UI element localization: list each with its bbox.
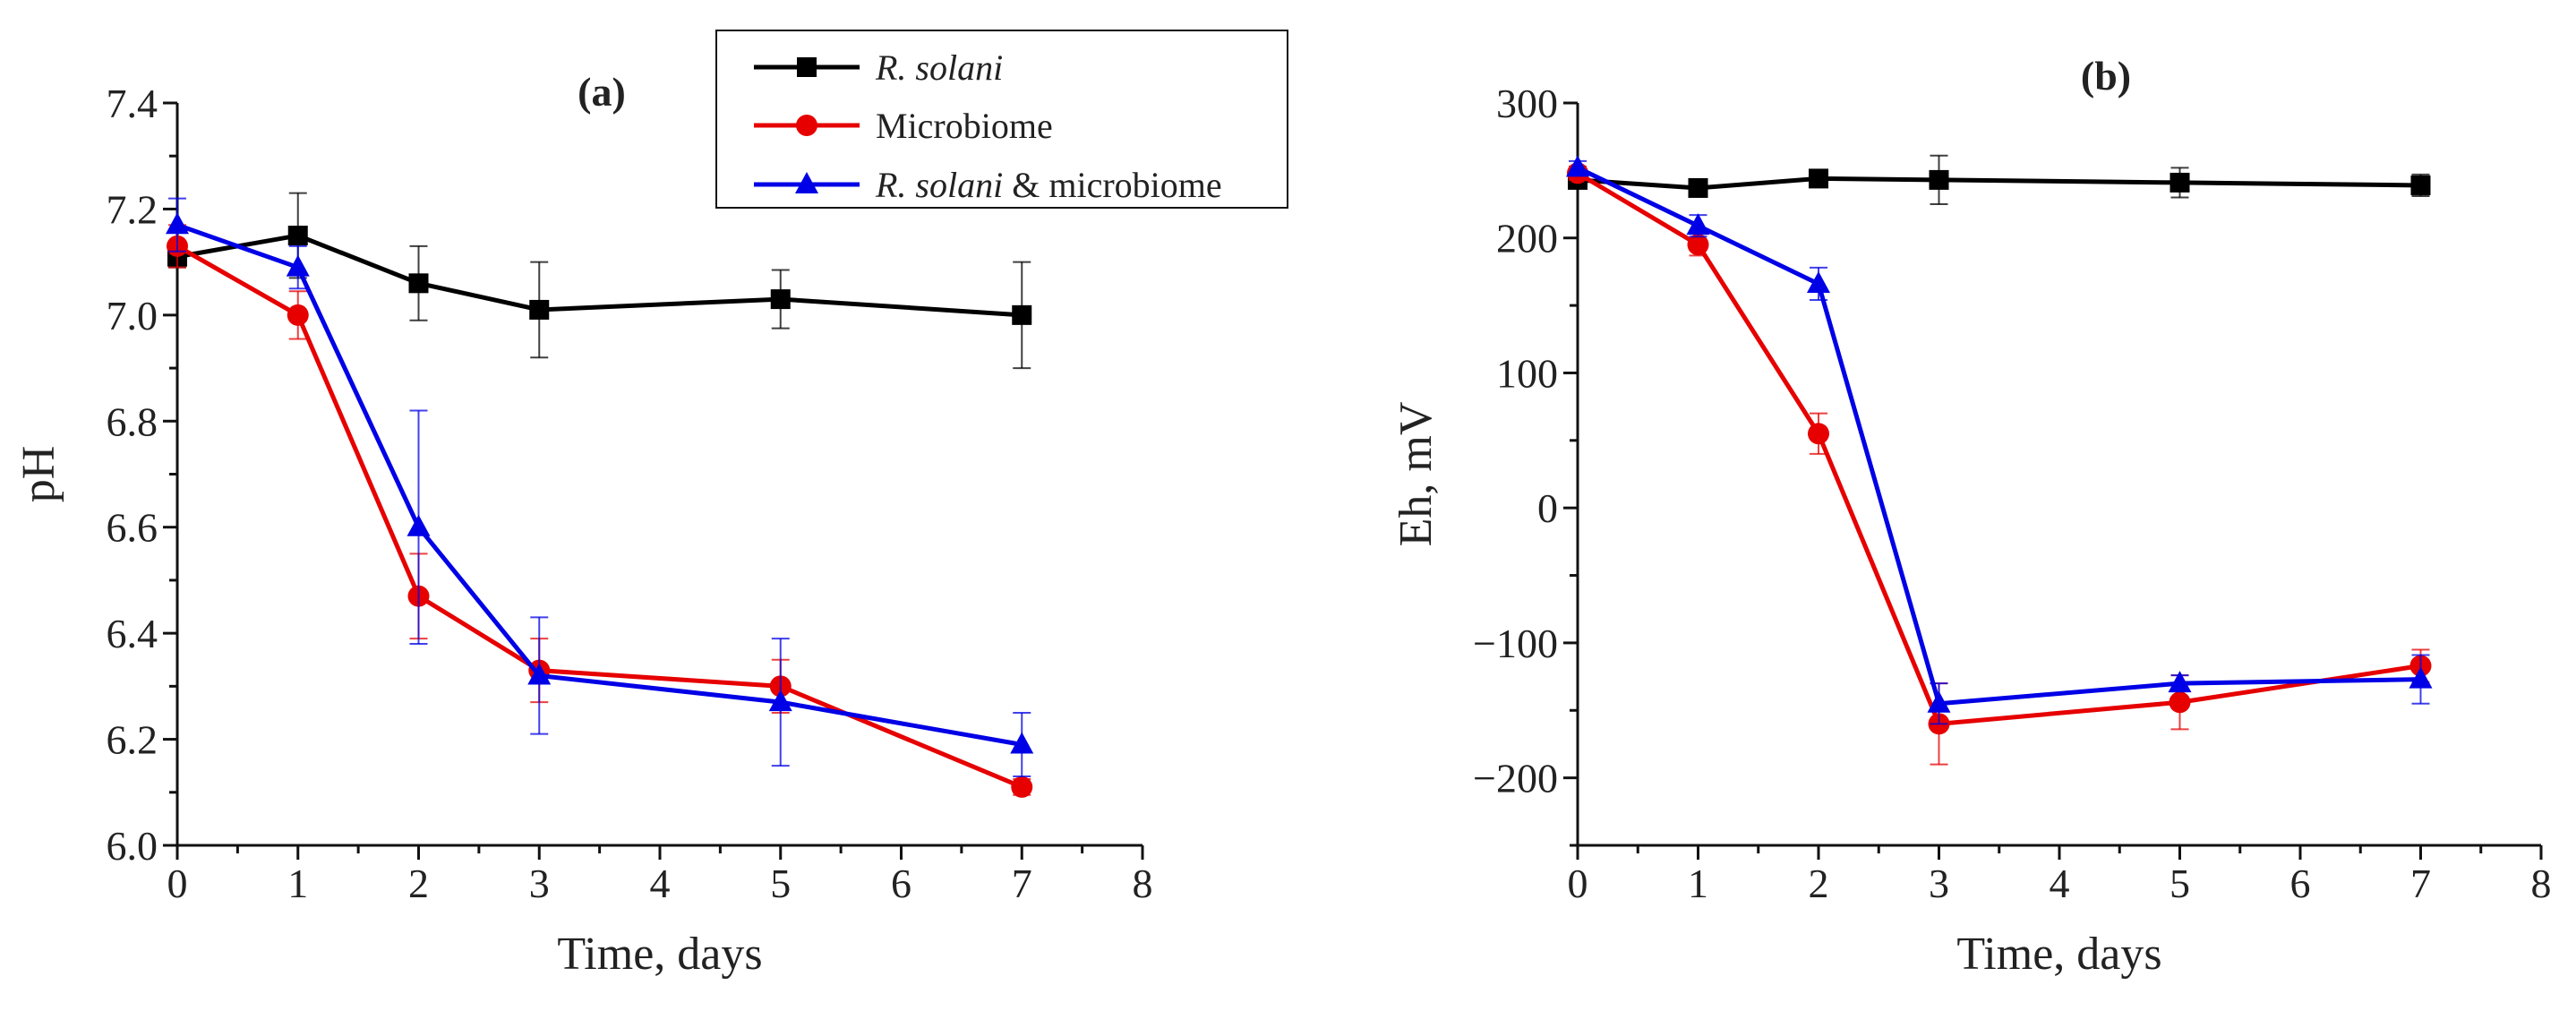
y-axis-title: Eh, mV [1391, 402, 1442, 547]
data-point [2410, 175, 2431, 195]
x-tick-label: 5 [770, 861, 791, 906]
series-line [176, 222, 1023, 747]
data-point [1011, 775, 1033, 798]
data-point [1686, 213, 1710, 236]
data-point [529, 299, 550, 320]
panel-label: (a) [578, 69, 626, 115]
y-tick-label: 6.6 [107, 505, 158, 551]
data-point [287, 226, 308, 246]
series-r-solani-microbiome [166, 197, 1034, 778]
x-tick-label: 1 [1688, 861, 1708, 906]
legend-marker-triangle [795, 172, 818, 193]
x-tick-label: 4 [2050, 861, 2070, 906]
data-point [1929, 169, 1949, 190]
y-axis-title: pH [13, 446, 64, 503]
data-point [2168, 671, 2192, 693]
y-tick-label: 7.2 [107, 186, 158, 232]
data-point [407, 514, 431, 536]
data-point [287, 304, 309, 326]
x-tick-label: 2 [408, 861, 429, 906]
data-point [1566, 155, 1589, 177]
series-r-solani [1568, 154, 2431, 206]
series-line [176, 233, 1023, 318]
y-tick-label: 6.4 [107, 611, 158, 656]
series-line [1577, 176, 2421, 191]
data-point [1927, 690, 1951, 713]
y-tick-label: 7.4 [107, 81, 158, 126]
panel-a-chart: 0 1 2 3 4 5 6 7 8 6.0 6.2 6.4 6.6 6.8 7.0 7.2 7.4 Time, d… [13, 69, 1153, 980]
y-tick-label: 6.0 [107, 823, 158, 869]
x-tick-label: 2 [1809, 861, 1829, 906]
series-r-solani-microbiome [1566, 155, 2433, 725]
data-point [2169, 691, 2191, 714]
x-tick-label: 4 [650, 861, 671, 906]
x-tick-label: 6 [891, 861, 911, 906]
y-tick-label: 6.8 [107, 398, 158, 444]
data-point [527, 663, 552, 685]
legend-label-microbiome: Microbiome [876, 106, 1053, 146]
legend-entry-microbiome: Microbiome [754, 106, 1053, 146]
x-tick-label: 0 [1568, 861, 1588, 906]
y-tick-label: 200 [1496, 216, 1558, 261]
panel-label: (b) [2081, 53, 2131, 99]
legend-label-r-solani: R. solani [875, 47, 1003, 88]
panel-b-chart: 0 1 2 3 4 5 6 7 8 −200 −100 0 100 200 300 Time, days Eh,… [1391, 53, 2552, 980]
legend-entry-r-solani: R. solani [754, 47, 1003, 88]
legend-label-r-solani-microbiome: R. solani & microbiome [875, 165, 1222, 205]
x-tick-label: 8 [2531, 861, 2552, 906]
data-point [286, 254, 310, 277]
data-point [2409, 666, 2433, 689]
x-tick-label: 1 [287, 861, 308, 906]
x-tick-label: 7 [1012, 861, 1032, 906]
data-point [2169, 172, 2190, 193]
x-tick-label: 0 [167, 861, 188, 906]
legend-entry-r-solani-microbiome: R. solani & microbiome [754, 165, 1222, 205]
x-tick-label: 3 [1929, 861, 1949, 906]
y-tick-label: 300 [1496, 81, 1558, 126]
data-point [1687, 234, 1709, 256]
data-point [770, 289, 791, 310]
y-tick-label: 7.0 [107, 293, 158, 338]
y-tick-label: 100 [1496, 350, 1558, 396]
series-line [1576, 171, 2421, 726]
data-point [1012, 304, 1032, 325]
y-tick-label: 6.2 [107, 717, 158, 763]
data-point [1807, 270, 1830, 293]
data-point [1010, 732, 1034, 754]
legend-marker-square [797, 57, 817, 77]
x-axis-title: Time, days [1956, 929, 2161, 980]
x-tick-label: 7 [2410, 861, 2431, 906]
y-tick-label: −100 [1473, 621, 1558, 666]
data-point [408, 273, 429, 294]
data-point [1688, 177, 1708, 198]
data-point [1808, 423, 1829, 445]
data-point [166, 212, 189, 235]
series-microbiome [1567, 162, 2432, 766]
data-point [768, 690, 792, 712]
x-tick-label: 3 [529, 861, 550, 906]
series-line [175, 244, 1023, 790]
x-axis-title: Time, days [557, 929, 762, 980]
y-tick-label: 0 [1537, 485, 1558, 531]
legend-marker-circle [796, 115, 817, 136]
y-tick-label: −200 [1473, 756, 1558, 801]
x-tick-label: 8 [1133, 861, 1153, 906]
series-microbiome [167, 224, 1033, 798]
legend: R. solani Microbiome R. solani & microbi… [715, 30, 1288, 209]
x-tick-label: 6 [2290, 861, 2311, 906]
series-line [1576, 166, 2421, 707]
data-point [1809, 168, 1828, 189]
x-tick-label: 5 [2169, 861, 2190, 906]
